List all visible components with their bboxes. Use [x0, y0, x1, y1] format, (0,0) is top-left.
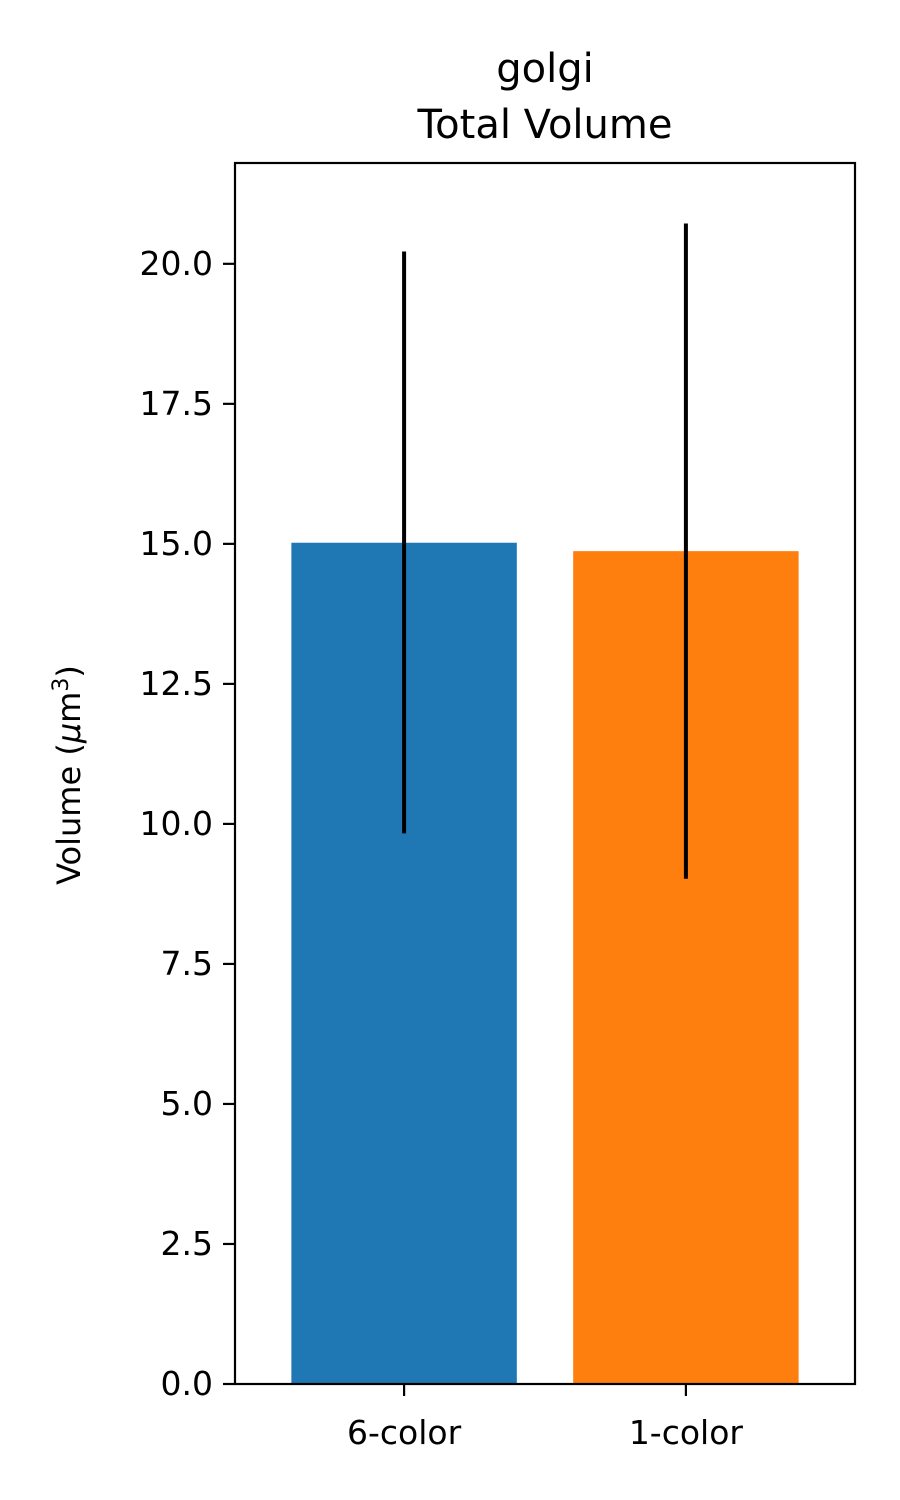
y-tick-label: 7.5 — [161, 944, 213, 983]
y-tick-label: 10.0 — [140, 804, 213, 843]
y-tick-label: 12.5 — [140, 664, 213, 703]
plot-frame — [233, 161, 857, 1386]
y-axis-label-sup: 3 — [49, 678, 74, 692]
chart-title-line1: golgi — [496, 46, 593, 92]
y-axis-label-m: m — [50, 692, 88, 723]
x-tick-label-6-color: 6-color — [347, 1413, 462, 1452]
chart-title-line2: Total Volume — [417, 102, 673, 148]
x-tick-label-1-color: 1-color — [629, 1413, 744, 1452]
y-tick-label: 0.0 — [161, 1364, 213, 1403]
y-axis-label-close: ) — [50, 665, 88, 677]
y-tick-label: 20.0 — [140, 244, 213, 283]
y-axis-label: Volume (μm3) — [49, 665, 88, 885]
y-tick-label: 2.5 — [161, 1224, 213, 1263]
y-axis-label-main: Volume ( — [50, 743, 88, 885]
y-tick-label: 15.0 — [140, 524, 213, 563]
y-axis-label-mu: μ — [50, 723, 88, 744]
y-tick-label: 17.5 — [140, 384, 213, 423]
y-tick-label: 5.0 — [161, 1084, 213, 1123]
